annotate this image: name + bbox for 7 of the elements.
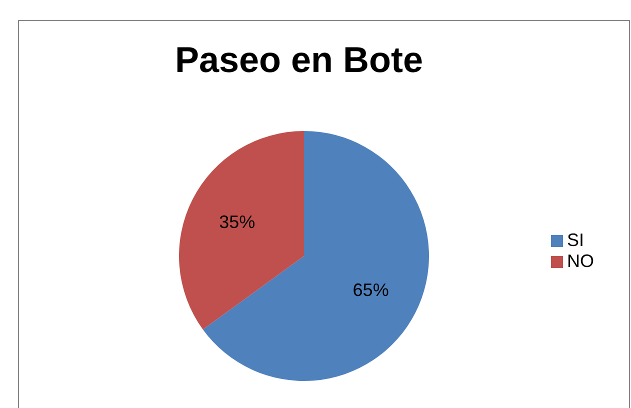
data-label: 65% <box>352 280 389 300</box>
chart-title: Paseo en Bote <box>174 39 424 81</box>
pie-slice <box>202 131 429 381</box>
data-label: 35% <box>219 212 256 232</box>
legend-label: NO <box>567 251 594 271</box>
legend-label: SI <box>567 230 584 250</box>
pie-slice <box>179 131 304 330</box>
